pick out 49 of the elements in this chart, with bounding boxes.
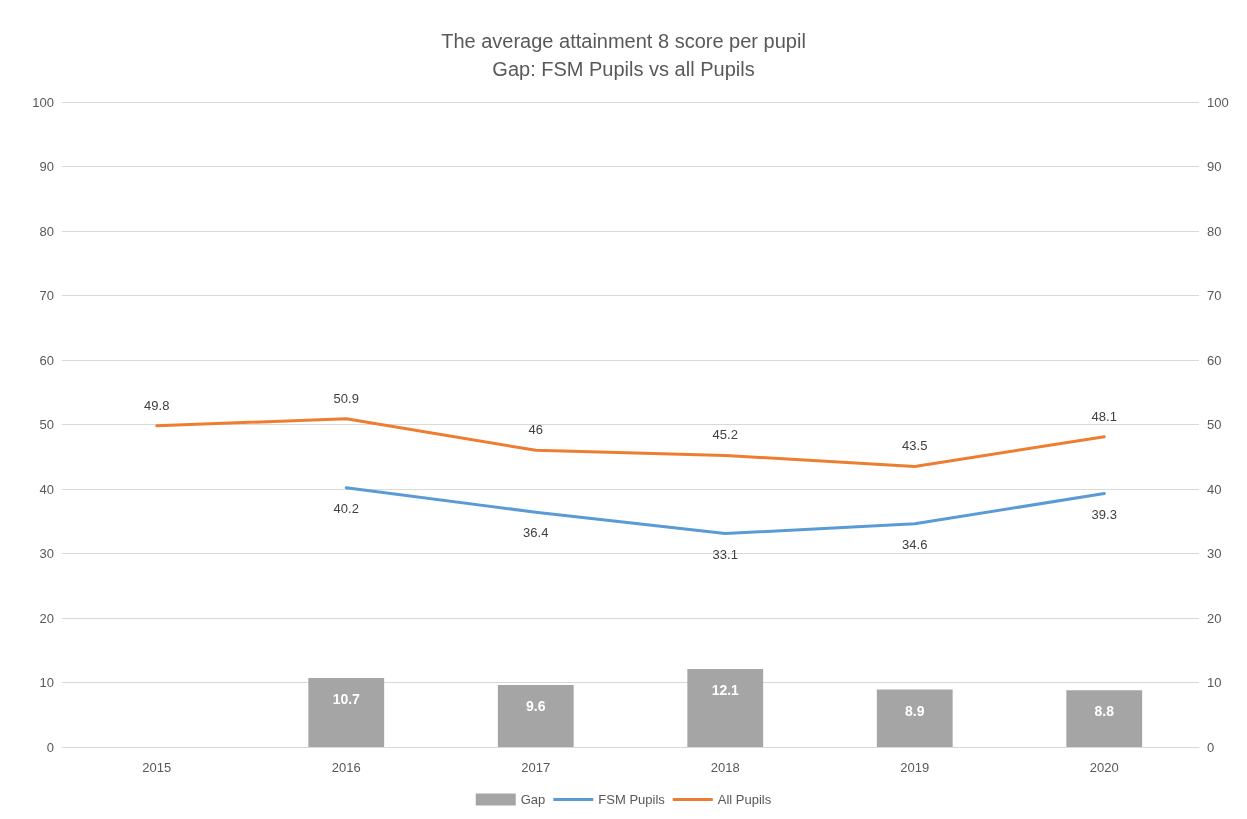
data-label: 9.6 bbox=[526, 698, 546, 715]
data-label: 39.3 bbox=[1091, 506, 1117, 522]
y-tick-label: 70 bbox=[39, 288, 54, 303]
x-tick-label: 2017 bbox=[521, 760, 551, 775]
y2-tick-label: 0 bbox=[1207, 739, 1215, 755]
data-label: 12.1 bbox=[711, 681, 740, 698]
x-tick-label: 2020 bbox=[1089, 760, 1119, 775]
y-tick-label: 30 bbox=[39, 546, 54, 561]
y2-tick-label: 70 bbox=[1207, 288, 1222, 303]
data-label: 48.1 bbox=[1091, 408, 1117, 424]
y-tick-label: 100 bbox=[32, 94, 54, 110]
data-label: 40.2 bbox=[333, 500, 359, 516]
x-tick-label: 2015 bbox=[142, 760, 172, 775]
y2-tick-label: 20 bbox=[1207, 610, 1222, 626]
y2-tick-label: 60 bbox=[1207, 352, 1222, 368]
legend-label: All Pupils bbox=[717, 792, 772, 807]
y-tick-label: 50 bbox=[39, 417, 54, 432]
data-label: 34.6 bbox=[902, 536, 928, 552]
y2-tick-label: 100 bbox=[1207, 94, 1229, 110]
y2-tick-label: 90 bbox=[1207, 159, 1222, 174]
data-label: 8.9 bbox=[905, 702, 925, 719]
chart-title: The average attainment 8 score per pupil bbox=[441, 30, 806, 52]
y-tick-label: 10 bbox=[39, 675, 54, 690]
y2-tick-label: 80 bbox=[1207, 223, 1222, 239]
y2-tick-label: 40 bbox=[1207, 481, 1222, 497]
data-label: 50.9 bbox=[333, 390, 359, 406]
x-tick-label: 2016 bbox=[331, 760, 361, 775]
x-tick-label: 2019 bbox=[900, 760, 930, 775]
y-tick-label: 0 bbox=[46, 739, 54, 755]
y2-tick-label: 30 bbox=[1207, 546, 1222, 561]
y-tick-label: 60 bbox=[39, 352, 54, 368]
data-label: 10.7 bbox=[332, 690, 361, 707]
legend-label: FSM Pupils bbox=[598, 792, 666, 807]
x-tick-label: 2018 bbox=[710, 760, 740, 775]
y-tick-label: 40 bbox=[39, 481, 54, 497]
data-label: 46 bbox=[528, 422, 543, 438]
chart-subtitle: Gap: FSM Pupils vs all Pupils bbox=[492, 58, 755, 80]
y-tick-label: 90 bbox=[39, 159, 54, 174]
data-label: 43.5 bbox=[902, 438, 928, 454]
data-label: 8.8 bbox=[1094, 703, 1115, 720]
y-tick-label: 20 bbox=[39, 610, 54, 626]
y2-tick-label: 10 bbox=[1207, 675, 1222, 690]
y-tick-label: 80 bbox=[39, 223, 54, 239]
data-label: 49.8 bbox=[144, 397, 170, 413]
legend-label: Gap bbox=[520, 792, 546, 807]
y2-tick-label: 50 bbox=[1207, 417, 1222, 432]
data-label: 33.1 bbox=[712, 546, 738, 562]
data-label: 36.4 bbox=[523, 525, 549, 541]
data-label: 45.2 bbox=[712, 427, 738, 443]
